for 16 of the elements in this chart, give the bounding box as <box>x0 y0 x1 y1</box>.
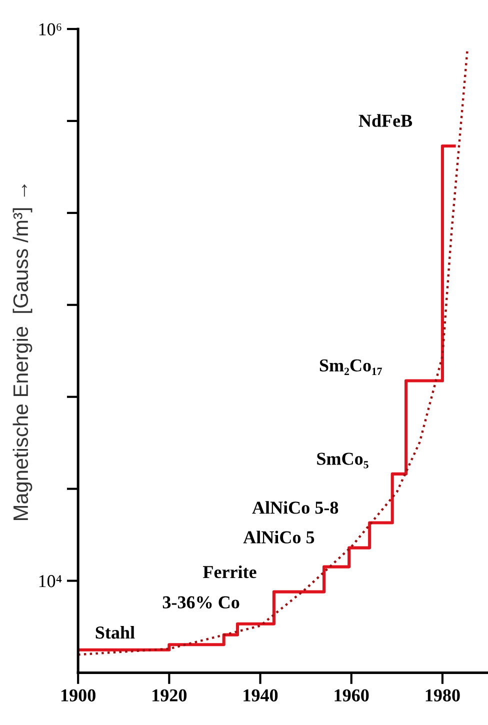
x-tick-label: 1980 <box>426 689 460 702</box>
y-axis-title: Magnetische Energie [Gauss /m³] → <box>12 184 32 520</box>
annotation: AlNiCo 5-8 <box>252 501 338 514</box>
annotation: Stahl <box>96 626 135 639</box>
annotation: 3-36% Co <box>162 596 240 608</box>
x-tick-label: 1920 <box>152 689 187 702</box>
annotation: AlNiCo 5 <box>243 530 314 544</box>
annotation: Sm₂Co₁₇ <box>320 359 382 375</box>
annotation: NdFeB <box>358 114 412 127</box>
y-tick-label: 10⁴ <box>39 575 62 588</box>
annotation: SmCo₅ <box>317 452 368 468</box>
x-tick-label: 1900 <box>61 689 96 702</box>
x-tick-label: 1960 <box>334 689 369 702</box>
x-tick-label: 1940 <box>244 689 278 702</box>
y-tick-label: 10⁶ <box>39 23 62 36</box>
annotation: Ferrite <box>203 565 256 578</box>
